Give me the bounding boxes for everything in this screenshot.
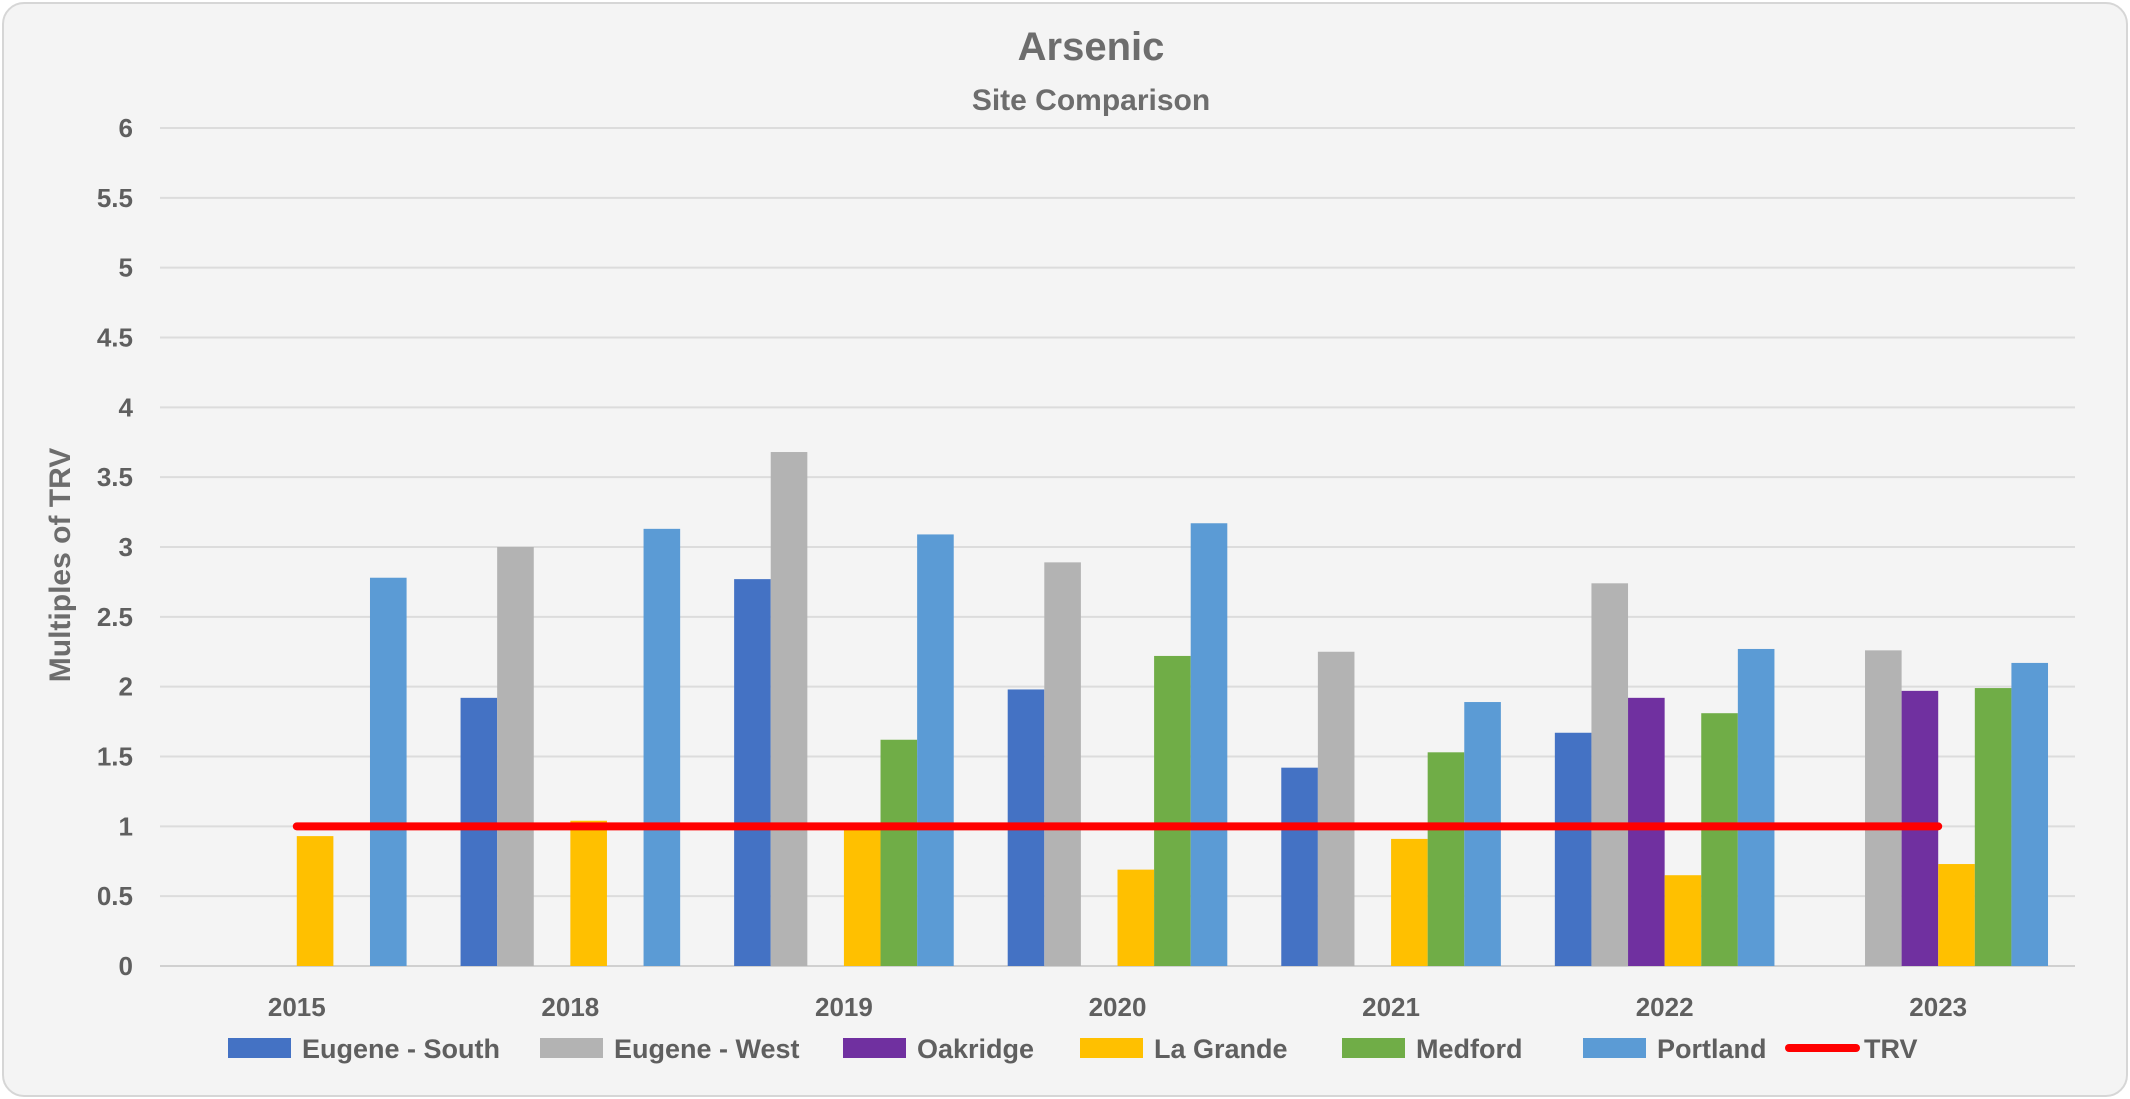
y-tick-label: 0.5 [97, 881, 133, 911]
bars [296, 452, 2049, 966]
bar [643, 528, 681, 966]
bar [1044, 562, 1081, 966]
x-tick-label: 2019 [815, 992, 873, 1022]
bar [1190, 523, 1228, 966]
bar [1317, 651, 1355, 966]
y-tick-label: 2.5 [97, 602, 133, 632]
legend-label: TRV [1864, 1034, 1918, 1064]
bar [369, 577, 407, 966]
bar [917, 534, 954, 966]
legend: Eugene - South Eugene - West Oakridge La Gr… [228, 1034, 1918, 1064]
legend-label: Medford [1416, 1034, 1522, 1064]
bar [1865, 650, 1902, 966]
chart-subtitle: Site Comparison [972, 84, 1210, 117]
bar [1554, 732, 1592, 966]
y-tick-label: 3 [119, 532, 133, 562]
x-tick-labels: 2015 2018 2019 2020 2021 2022 2023 [268, 992, 1967, 1022]
bar [1628, 697, 1665, 966]
y-tick-label: 5 [119, 253, 133, 283]
legend-label: Portland [1657, 1034, 1767, 1064]
legend-label: Eugene - South [302, 1034, 500, 1064]
bar [1464, 702, 1501, 966]
bar [1664, 875, 1702, 966]
bar [296, 836, 334, 966]
bar [1938, 864, 1975, 966]
bar [880, 739, 918, 966]
x-tick-label: 2022 [1636, 992, 1694, 1022]
y-tick-label: 1 [119, 811, 133, 841]
x-tick-label: 2021 [1362, 992, 1420, 1022]
bar [497, 547, 534, 966]
y-tick-label: 4.5 [97, 323, 133, 353]
bar [2011, 662, 2049, 966]
bar [1117, 869, 1155, 966]
legend-label: Eugene - West [614, 1034, 800, 1064]
bar [1974, 688, 2012, 966]
y-tick-label: 4 [119, 392, 134, 422]
bar [770, 452, 808, 966]
bar [843, 827, 881, 966]
bar [1591, 583, 1629, 966]
y-tick-label: 0 [119, 951, 133, 981]
bar [1701, 713, 1738, 966]
y-tick-label: 3.5 [97, 462, 133, 492]
bar [1154, 655, 1191, 966]
y-tick-labels: 0 0.5 1 1.5 2 2.5 3 3.5 4 4.5 5 5.5 6 [97, 113, 134, 981]
x-tick-label: 2020 [1089, 992, 1147, 1022]
gridlines [160, 127, 2075, 967]
legend-swatch [1583, 1038, 1646, 1058]
y-axis-label: Multiples of TRV [44, 448, 77, 682]
legend-label: Oakridge [917, 1034, 1034, 1064]
x-tick-label: 2018 [541, 992, 599, 1022]
legend-swatch [843, 1038, 906, 1058]
bar [460, 697, 498, 966]
legend-label: La Grande [1154, 1034, 1288, 1064]
bar [734, 579, 771, 966]
bar [1281, 767, 1318, 966]
y-tick-label: 6 [119, 113, 133, 143]
x-tick-label: 2015 [268, 992, 326, 1022]
y-tick-label: 1.5 [97, 742, 133, 772]
bar [570, 820, 607, 966]
bar [1391, 838, 1428, 966]
bar [1737, 648, 1775, 966]
legend-swatch [1080, 1038, 1143, 1058]
legend-swatch [228, 1038, 291, 1058]
legend-swatch [1342, 1038, 1405, 1058]
chart-title: Arsenic [1018, 25, 1165, 69]
y-tick-label: 5.5 [97, 183, 133, 213]
legend-swatch [540, 1038, 603, 1058]
y-tick-label: 2 [119, 672, 133, 702]
x-tick-label: 2023 [1909, 992, 1967, 1022]
bar [1427, 752, 1465, 966]
